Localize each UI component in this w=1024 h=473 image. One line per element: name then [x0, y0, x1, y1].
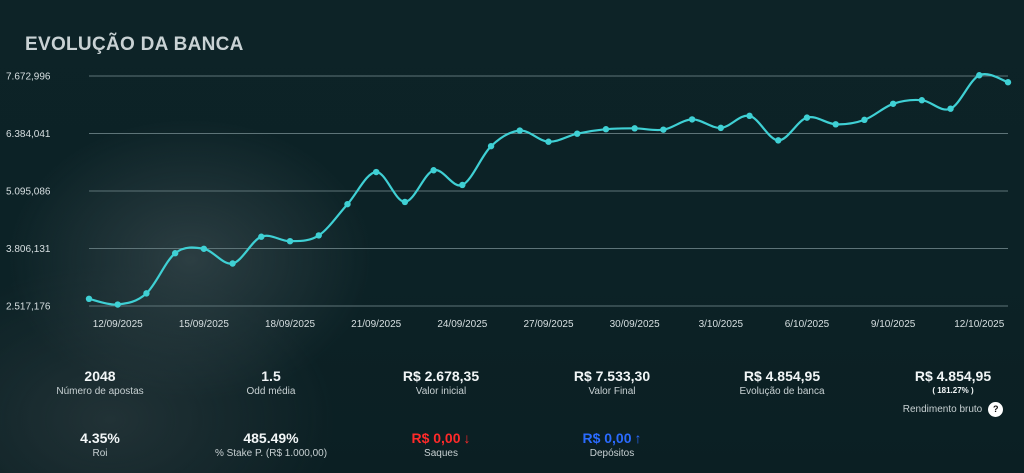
stat-value: R$ 7.533,30 — [573, 368, 651, 384]
stat-label-wrap: Rendimento bruto? — [873, 402, 1024, 417]
stat-label: Saques — [424, 448, 458, 459]
stat-label: Número de apostas — [56, 386, 144, 397]
data-point — [832, 121, 839, 128]
data-point — [143, 290, 150, 297]
stat-label: Roi — [92, 448, 108, 459]
data-point — [171, 250, 179, 257]
data-point — [459, 181, 466, 189]
x-tick-label: 9/10/2025 — [871, 319, 916, 330]
data-point — [574, 130, 581, 137]
x-tick-label: 15/09/2025 — [179, 319, 229, 330]
series-line — [88, 73, 1009, 306]
data-point — [487, 142, 495, 150]
stat-label: Valor inicial — [415, 386, 467, 397]
chart-title: EVOLUÇÃO DA BANCA — [25, 34, 244, 55]
x-tick-label: 27/09/2025 — [523, 319, 573, 330]
stat-label: Odd média — [246, 386, 296, 397]
y-tick-label: 2.517,176 — [6, 302, 51, 313]
stat-value-wrap: R$ 0,00 ↑ — [532, 430, 692, 447]
y-tick-label: 7.672,996 — [6, 72, 51, 83]
y-tick-label: 5.095,086 — [6, 187, 51, 198]
stat-label: % Stake P. (R$ 1.000,00) — [214, 448, 328, 459]
data-point — [947, 105, 954, 112]
data-point — [401, 198, 409, 206]
data-point — [114, 301, 121, 308]
data-point — [861, 116, 868, 124]
data-point — [918, 97, 926, 104]
x-tick-label: 12/10/2025 — [954, 319, 1004, 330]
stat-value: R$ 4.854,95 — [743, 368, 821, 384]
x-tick-label: 30/09/2025 — [610, 319, 660, 330]
data-point — [803, 114, 811, 121]
x-tick-label: 24/09/2025 — [437, 319, 487, 330]
stat-roi: 4.35% Roi — [20, 430, 180, 461]
y-tick-label: 3.806,131 — [6, 244, 51, 255]
stat-bankroll-evolution: R$ 4.854,95 Evolução de banca — [702, 368, 862, 399]
stat-value: 4.35% — [80, 430, 120, 446]
stat-value: R$ 0,00 — [411, 430, 461, 446]
data-point — [976, 72, 983, 79]
data-point — [631, 125, 638, 132]
data-point — [430, 167, 437, 174]
x-tick-label: 3/10/2025 — [699, 319, 744, 330]
data-point — [660, 126, 667, 133]
x-tick-label: 6/10/2025 — [785, 319, 830, 330]
bankroll-line-chart: 7.672,996 6.384,041 5.095,086 3.806,131 2.51… — [6, 72, 1012, 330]
data-point — [746, 112, 753, 120]
stat-value: 2048 — [84, 368, 116, 384]
arrow-up-icon: ↑ — [634, 430, 642, 446]
data-point — [516, 127, 523, 134]
data-point — [602, 126, 610, 133]
stat-value-wrap: R$ 0,00 ↓ — [361, 430, 521, 447]
stat-value: 485.49% — [243, 430, 299, 446]
stat-label: Rendimento bruto — [902, 404, 983, 416]
stat-percent: ( 181.27% ) — [932, 386, 974, 395]
data-point — [775, 137, 782, 144]
data-point — [286, 237, 294, 245]
stat-gross-yield: R$ 4.854,95 ( 181.27% ) Rendimento bruto… — [873, 368, 1024, 417]
data-point — [889, 100, 897, 107]
stat-label: Evolução de banca — [739, 386, 825, 397]
stat-value: R$ 0,00 — [582, 430, 632, 446]
data-point — [688, 116, 696, 123]
stat-withdrawals: R$ 0,00 ↓ Saques — [361, 430, 521, 461]
data-point — [200, 245, 208, 252]
data-point — [717, 124, 725, 132]
data-point — [258, 233, 265, 240]
stat-bets-count: 2048 Número de apostas — [20, 368, 180, 399]
stat-label: Valor Final — [588, 386, 636, 397]
stat-value: R$ 4.854,95 — [914, 368, 992, 384]
stat-initial-value: R$ 2.678,35 Valor inicial — [361, 368, 521, 399]
x-tick-label: 21/09/2025 — [351, 319, 401, 330]
arrow-down-icon: ↓ — [463, 430, 471, 446]
x-tick-label: 18/09/2025 — [265, 319, 315, 330]
data-point — [85, 295, 93, 303]
help-icon[interactable]: ? — [988, 402, 1004, 417]
y-tick-label: 6.384,041 — [6, 129, 51, 140]
data-point — [315, 232, 322, 239]
data-point — [229, 260, 236, 267]
stat-deposits: R$ 0,00 ↑ Depósitos — [532, 430, 692, 461]
stat-final-value: R$ 7.533,30 Valor Final — [532, 368, 692, 399]
stat-average-odd: 1.5 Odd média — [191, 368, 351, 399]
data-point — [344, 200, 351, 208]
data-point — [372, 168, 380, 176]
stat-label: Depósitos — [589, 448, 635, 459]
stat-value: 1.5 — [261, 368, 281, 384]
x-tick-label: 12/09/2025 — [93, 319, 143, 330]
data-point — [1004, 79, 1012, 86]
stat-value: R$ 2.678,35 — [402, 368, 480, 384]
stat-stake-percent: 485.49% % Stake P. (R$ 1.000,00) — [191, 430, 351, 461]
data-point — [545, 138, 552, 145]
